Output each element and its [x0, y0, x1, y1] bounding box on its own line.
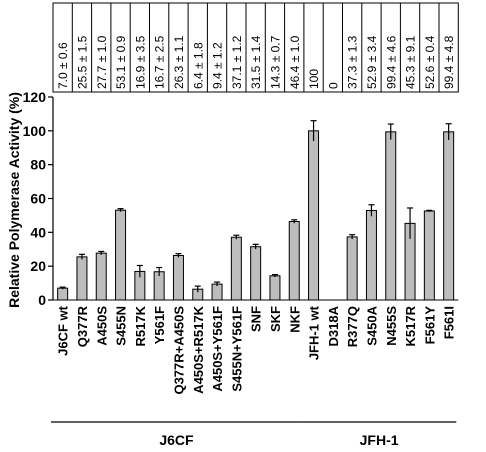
x-tick-label: N455S [384, 306, 399, 346]
bar [385, 131, 397, 301]
bar [288, 221, 300, 301]
x-tick-label: Q377R+A450S [171, 306, 186, 395]
bar [76, 256, 88, 301]
bar [443, 131, 455, 301]
table-cell: 25.5 ± 1.5 [75, 35, 89, 89]
x-tick-label: NKF [287, 306, 302, 333]
y-tick-label: 40 [30, 224, 46, 240]
bar [308, 130, 320, 301]
x-tick-label: S450A [364, 305, 379, 345]
table-cell: 46.4 ± 1.0 [288, 35, 302, 89]
x-tick-label: S455N [114, 306, 129, 346]
bar [211, 283, 223, 301]
table-cell: 26.3 ± 1.1 [172, 35, 186, 89]
table-cell: 45.3 ± 9.1 [404, 35, 418, 89]
table-cell: 52.9 ± 3.4 [365, 35, 379, 89]
bar [95, 252, 107, 301]
table-cell: 14.3 ± 0.7 [268, 35, 282, 89]
bar [365, 210, 377, 301]
bar [153, 271, 165, 301]
bar [57, 287, 69, 301]
bars [57, 120, 455, 301]
table-cell: 53.1 ± 0.9 [114, 35, 128, 89]
x-tick-label: R377Q [345, 306, 360, 347]
bar [250, 246, 262, 301]
y-tick-label: 20 [30, 258, 46, 274]
table-cell: 7.0 ± 0.6 [56, 42, 70, 89]
x-tick-label: Y561F [152, 306, 167, 344]
table-cell: 16.7 ± 2.5 [153, 35, 167, 89]
table-cell: 100 [307, 69, 321, 89]
x-tick-label: SKF [268, 306, 283, 332]
y-tick-label: 60 [30, 191, 46, 207]
bar [346, 236, 358, 301]
table-cell: 6.4 ± 1.8 [191, 42, 205, 89]
bar [423, 210, 435, 301]
x-tick-label: A450S [94, 306, 109, 346]
x-tick-labels: J6CF wt Q377R A450S S455N R517K Y561F Q377R+A4… [56, 305, 457, 394]
y-tick-label: 80 [30, 157, 46, 173]
table-cell: 0 [326, 82, 340, 89]
group-label: JFH-1 [360, 432, 399, 448]
table-border [52, 2, 459, 93]
x-tick-label: S455N+Y561F [229, 306, 244, 392]
bar [172, 255, 184, 301]
y-axis-label: Relative Polymerase Activity (%) [6, 92, 22, 308]
x-tick-label: Q377R [75, 305, 90, 347]
x-tick-label: A450S+Y561F [210, 306, 225, 392]
y-tick-label: 100 [23, 123, 47, 139]
x-tick-label: SNF [249, 306, 264, 332]
x-tick-label: R517K [133, 305, 148, 346]
table-cell: 37.3 ± 1.3 [346, 35, 360, 89]
x-tick-label: J6CF wt [56, 305, 71, 356]
x-tick-label: JFH-1 wt [307, 305, 322, 360]
x-tick-label: D318A [326, 305, 341, 346]
table-cell: 16.9 ± 3.5 [133, 35, 147, 89]
table-cell: 99.4 ± 4.8 [442, 35, 456, 89]
bar [230, 236, 242, 301]
table-cell: 27.7 ± 1.0 [95, 35, 109, 89]
y-tick-label: 120 [23, 89, 47, 105]
table-cell: 52.6 ± 0.4 [423, 35, 437, 89]
table-cell: 37.1 ± 1.2 [230, 35, 244, 89]
table-cell: 99.4 ± 4.6 [384, 35, 398, 89]
bar [269, 275, 281, 301]
group-labels: J6CF JFH-1 [51, 421, 457, 448]
table-cell: 31.5 ± 1.4 [249, 35, 263, 89]
group-label: J6CF [159, 432, 194, 448]
y-tick-label: 0 [38, 292, 46, 308]
x-tick-label: K517R [403, 305, 418, 346]
x-tick-label: F561I [442, 306, 457, 339]
x-tick-label: F561Y [422, 306, 437, 345]
table-cell: 9.4 ± 1.2 [211, 42, 225, 89]
bar [115, 209, 127, 301]
value-table: 7.0 ± 0.6 25.5 ± 1.5 27.7 ± 1.0 53.1 ± 0.9 1… [52, 2, 459, 93]
x-tick-label: A450S+R517K [191, 305, 206, 393]
